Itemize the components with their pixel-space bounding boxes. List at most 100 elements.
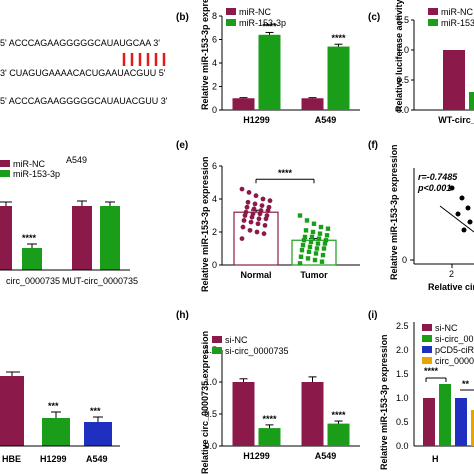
data-point-tumor xyxy=(304,218,310,223)
data-point-tumor xyxy=(307,244,313,250)
bar-h1299 xyxy=(42,418,70,446)
x-tick-label: Normal xyxy=(240,270,271,280)
sequence-line-1: 5' ACCCAGAAGGGGGCAUAUGCAA 3' xyxy=(0,38,160,48)
scatter-point xyxy=(461,227,467,233)
y-tick-label: 4 xyxy=(212,58,217,68)
panel-label-f: (f) xyxy=(368,140,378,151)
legend-label: si-NC xyxy=(435,323,458,333)
data-point-normal xyxy=(259,203,265,209)
chart-f: Relative miR-153-3p expression 0 2 Relat… xyxy=(389,144,474,292)
legend-swatch xyxy=(212,336,222,343)
legend-swatch xyxy=(212,347,222,354)
data-point-tumor xyxy=(299,247,305,253)
bar-h1299-0 xyxy=(232,382,255,446)
data-point-tumor xyxy=(324,233,330,238)
y-tick-label: 1.0 xyxy=(396,45,409,55)
legend-swatch xyxy=(422,335,432,342)
data-point-normal xyxy=(252,201,258,207)
significance-marker: **** xyxy=(22,233,37,243)
y-tick-label: 6 xyxy=(212,35,217,45)
data-point-tumor xyxy=(314,246,320,251)
data-point-normal xyxy=(263,216,269,222)
sequence-line-2: 3' CUAGUGAAAACACUGAAUACGUU 5' xyxy=(0,68,166,78)
significance-marker: **** xyxy=(262,21,277,31)
y-tick: 0.0 xyxy=(396,441,409,451)
y-tick: 0.5 xyxy=(396,417,409,427)
data-point-tumor xyxy=(319,259,325,264)
panel-label-h: (h) xyxy=(176,310,189,321)
legend-swatch xyxy=(422,357,432,364)
sig-marker: **** xyxy=(424,366,439,376)
data-point-tumor xyxy=(310,229,316,235)
y-ticks: 0.0 0.5 1.0 1.5 2.0 2.5 xyxy=(396,321,409,451)
scatter-point xyxy=(465,205,471,211)
r-value: r=-0.7485 xyxy=(418,172,458,182)
data-point-normal xyxy=(257,211,263,217)
data-point-tumor xyxy=(322,241,328,246)
data-point-normal xyxy=(241,218,247,223)
data-point-tumor xyxy=(298,254,304,259)
bar-si-circ xyxy=(439,384,451,446)
data-point-tumor xyxy=(323,238,329,243)
data-point-tumor xyxy=(321,246,327,251)
data-point-tumor xyxy=(315,241,321,246)
chart-a549-luciferase: miR-NC A549 miR-153-3p **** circ_0000735… xyxy=(0,155,138,286)
data-point-tumor xyxy=(297,213,303,218)
data-point-tumor xyxy=(301,238,307,243)
legend-label-mir-153: miR-153-3p xyxy=(13,169,60,179)
data-point-normal xyxy=(253,193,259,199)
sig-brackets xyxy=(425,377,474,391)
significance-marker: **** xyxy=(331,33,346,43)
bar-wt-circ_0000-1 xyxy=(469,92,474,110)
y-tick-label: 0.0 xyxy=(396,105,409,115)
data-point-tumor xyxy=(297,261,303,266)
x-tick-mut: MUT-circ_0000735 xyxy=(62,276,138,286)
legend-title-a549: A549 xyxy=(66,155,87,165)
data-point-tumor xyxy=(318,224,324,230)
data-point-normal xyxy=(267,198,273,204)
significance-marker: **** xyxy=(331,410,346,420)
y-tick: 2.5 xyxy=(396,321,409,331)
data-point-tumor xyxy=(302,234,308,240)
scatter-point xyxy=(455,211,461,217)
regression-line xyxy=(439,205,474,233)
sequence-line-3: 5' ACCCAGAAGGGGGCAUAUACGUU 3' xyxy=(0,96,168,106)
bar-a549-1 xyxy=(327,423,350,446)
data-point-normal xyxy=(240,224,246,230)
y-axis-label: Relative circ_0000735 expression xyxy=(200,331,210,474)
y-tick-label: 0 xyxy=(212,105,217,115)
y-tick-label: 1.5 xyxy=(396,15,409,25)
legend-label: si-circ_00 xyxy=(435,334,474,344)
data-point-normal xyxy=(251,206,257,212)
y-tick-label: 1.0 xyxy=(204,377,217,387)
x-tick-label: A549 xyxy=(315,451,337,461)
legend-swatch xyxy=(428,8,438,15)
legend-label: miR-NC xyxy=(239,7,271,17)
data-point-tumor xyxy=(316,236,322,241)
bar-a549-0 xyxy=(301,382,324,446)
legend-label: pCD5-ciR xyxy=(435,345,474,355)
bar-a549 xyxy=(84,422,112,446)
x-tick-hbe: HBE xyxy=(2,454,21,464)
legend-swatch xyxy=(422,324,432,331)
significance-marker: **** xyxy=(278,168,293,178)
bar-h1299-1 xyxy=(258,428,281,446)
bar-a549-0 xyxy=(301,98,324,110)
data-point-normal xyxy=(261,231,267,237)
significance-a549: *** xyxy=(90,406,101,416)
x-tick-label: Tumor xyxy=(300,270,328,280)
data-point-normal xyxy=(260,196,266,202)
data-point-normal xyxy=(262,223,268,228)
data-point-tumor xyxy=(300,243,306,248)
x-tick-label: H1299 xyxy=(243,451,270,461)
y-tick: 1.0 xyxy=(396,393,409,403)
bar-h1299-1 xyxy=(258,34,281,110)
data-point-normal xyxy=(242,213,248,218)
y-axis-label: Relative miR-153-3p expression xyxy=(379,334,389,470)
x-axis-label: Relative circ_ xyxy=(428,282,474,292)
data-point-tumor xyxy=(311,221,317,226)
bar-wt-mir-153 xyxy=(22,248,42,270)
y-tick-label: 0.5 xyxy=(204,409,217,419)
